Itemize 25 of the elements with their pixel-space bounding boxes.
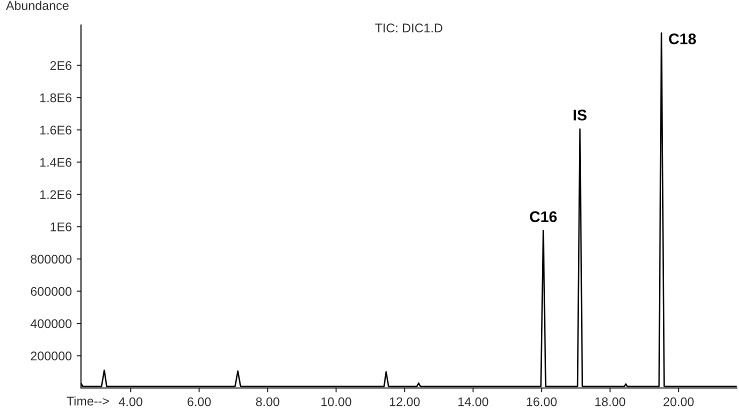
x-tick-label: 8.00: [256, 397, 280, 406]
y-tick-label: 1.8E6: [40, 93, 72, 102]
y-tick-label: 2E6: [50, 61, 72, 70]
y-tick-label: 1.2E6: [40, 190, 72, 200]
x-tick-label: 12.00: [390, 397, 420, 406]
x-tick-label: 10.00: [321, 397, 352, 406]
y-tick-label: 1.4E6: [40, 158, 72, 167]
y-tick-label: 400000: [30, 319, 72, 328]
chart-title: TIC: DIC1.D: [375, 24, 442, 32]
x-tick-label: 18.00: [595, 397, 626, 406]
y-tick-label: 1.6E6: [40, 126, 72, 135]
x-tick-label: 16.00: [526, 397, 557, 406]
x-tick-label: 6.00: [188, 397, 211, 406]
annotation: C16: [530, 211, 557, 222]
y-axis-title: Abundance: [6, 0, 69, 10]
x-tick-label: 4.00: [118, 397, 142, 406]
x-tick-label: 14.00: [458, 397, 488, 406]
x-axis-title: Time-->: [66, 396, 109, 406]
y-tick-label: 1E6: [50, 222, 72, 232]
y-tick-label: 600000: [30, 287, 72, 296]
x-tick-label: 20.00: [664, 397, 694, 406]
annotation: C18: [669, 33, 696, 44]
y-tick-label: 800000: [30, 254, 72, 264]
annotation: IS: [574, 110, 587, 120]
y-tick-label: 200000: [30, 352, 72, 360]
